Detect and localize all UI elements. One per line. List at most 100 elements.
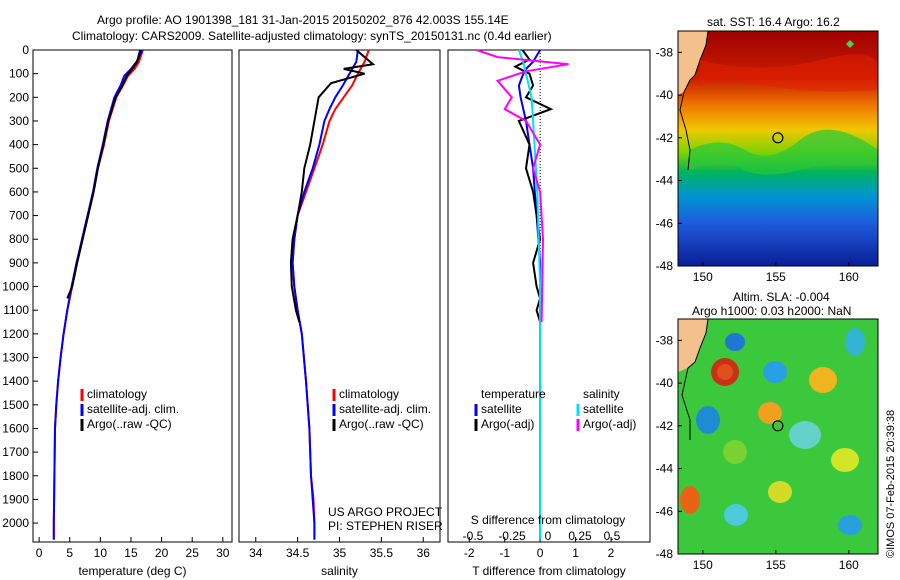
top-x-tick-label: 0.25 <box>568 529 592 543</box>
x-tick-label: 35.5 <box>370 546 394 560</box>
legend-entry: temperature <box>481 387 546 401</box>
top-x-tick-label: -0.25 <box>498 529 526 543</box>
x-tick-label: 35 <box>333 546 347 560</box>
map-x-tick-label: 155 <box>766 558 786 572</box>
sla-map-frame <box>677 318 879 555</box>
legend-entry: Argo(-adj) <box>583 417 636 431</box>
y-tick-label: 600 <box>9 185 29 199</box>
x-tick-label: 10 <box>94 546 108 560</box>
x-tick-label: -1 <box>499 546 510 560</box>
x-tick-label: 34.5 <box>286 546 310 560</box>
series-line <box>289 49 376 323</box>
y-tick-label: 700 <box>9 209 29 223</box>
plot-frame <box>447 49 651 543</box>
x-tick-label: 2 <box>608 546 615 560</box>
map-y-tick-label: -48 <box>656 259 674 273</box>
legend-entry: satellite <box>481 402 522 416</box>
y-tick-label: 800 <box>9 232 29 246</box>
y-tick-label: 900 <box>9 256 29 270</box>
y-tick-label: 1400 <box>2 374 29 388</box>
y-tick-label: 1800 <box>2 469 29 483</box>
series-line <box>476 49 569 323</box>
map-y-tick-label: -38 <box>656 45 674 59</box>
y-tick-label: 1900 <box>2 492 29 506</box>
map-y-tick-label: -46 <box>656 216 674 230</box>
x-tick-label: 36 <box>417 546 431 560</box>
sla-map-title-1: Altim. SLA: -0.004 <box>733 290 830 304</box>
legend-entry: salinity <box>583 387 620 401</box>
x-tick-label: 34 <box>249 546 263 560</box>
y-tick-label: 100 <box>9 67 29 81</box>
map-y-tick-label: -44 <box>656 174 674 188</box>
x-tick-label: 0 <box>537 546 544 560</box>
copyright-credit: ©IMOS 07-Feb-2015 20:39:38 <box>885 409 897 558</box>
y-tick-label: 1200 <box>2 327 29 341</box>
top-x-tick-label: 0.5 <box>604 529 621 543</box>
figure-title-line1: Argo profile: AO 1901398_181 31-Jan-2015… <box>97 13 509 27</box>
y-tick-label: 1000 <box>2 280 29 294</box>
legend-entry: Argo(-adj) <box>481 417 534 431</box>
legend-entry: satellite <box>583 402 624 416</box>
map-y-tick-label: -48 <box>656 547 674 561</box>
x-tick-label: 1 <box>572 546 579 560</box>
x-tick-label: -2 <box>464 546 475 560</box>
map-x-tick-label: 150 <box>693 558 713 572</box>
y-tick-label: 200 <box>9 90 29 104</box>
argo-float-marker <box>772 420 784 432</box>
map-y-tick-label: -42 <box>656 131 674 145</box>
x-tick-label: 15 <box>124 546 138 560</box>
land-mass <box>678 31 708 95</box>
sst-map <box>678 31 878 266</box>
map-x-tick-label: 150 <box>693 270 713 284</box>
series-line <box>291 49 370 540</box>
plot-frame <box>238 49 441 543</box>
series-line <box>52 49 144 540</box>
argo-float-marker <box>772 132 784 144</box>
x-tick-label: 0 <box>36 546 43 560</box>
map-y-tick-label: -42 <box>656 419 674 433</box>
y-tick-label: 1500 <box>2 398 29 412</box>
coastline <box>681 319 709 440</box>
y-tick-label: 1100 <box>3 303 29 317</box>
legend-entry: climatology <box>87 387 147 401</box>
x-tick-label: 25 <box>186 546 200 560</box>
map-y-tick-label: -44 <box>656 462 674 476</box>
legend-entry: satellite-adj. clim. <box>87 402 179 416</box>
top-axis-label: S difference from climatology <box>471 513 626 527</box>
x-tick-label: 5 <box>66 546 73 560</box>
series-line <box>517 49 542 540</box>
y-tick-label: 2000 <box>2 516 29 530</box>
y-tick-label: 500 <box>9 161 29 175</box>
map-x-tick-label: 155 <box>766 270 786 284</box>
legend-entry: Argo(..raw -QC) <box>87 417 172 431</box>
y-tick-label: 1700 <box>2 445 29 459</box>
map-x-tick-label: 160 <box>839 558 859 572</box>
map-y-tick-label: -40 <box>656 88 674 102</box>
sst-hotspot <box>846 40 854 48</box>
map-x-tick-label: 160 <box>839 270 859 284</box>
sst-map-frame <box>677 30 879 267</box>
y-tick-label: 300 <box>9 114 29 128</box>
y-tick-label: 1600 <box>2 421 29 435</box>
map-y-tick-label: -40 <box>656 376 674 390</box>
sla-map-title-2: Argo h1000: 0.03 h2000: NaN <box>692 304 852 318</box>
x-tick-label: 30 <box>216 546 230 560</box>
y-tick-label: 1300 <box>2 351 29 365</box>
top-x-tick-label: 0 <box>545 529 552 543</box>
x-axis-label: salinity <box>321 564 358 578</box>
legend-entry: satellite-adj. clim. <box>339 402 431 416</box>
y-tick-label: 0 <box>22 43 29 57</box>
series-line <box>291 49 359 540</box>
map-y-tick-label: -38 <box>656 333 674 347</box>
sst-map-title: sat. SST: 16.4 Argo: 16.2 <box>707 15 840 29</box>
series-line <box>52 49 144 540</box>
top-x-tick-label: -0.5 <box>463 529 484 543</box>
coastline <box>679 31 709 171</box>
x-axis-label: T difference from climatology <box>472 564 626 578</box>
legend-entry: Argo(..raw -QC) <box>339 417 424 431</box>
project-annotation: US ARGO PROJECT <box>328 505 443 519</box>
series-line <box>66 49 142 299</box>
series-line <box>513 49 554 323</box>
x-axis-label: temperature (deg C) <box>78 564 186 578</box>
land-mass <box>678 319 708 372</box>
